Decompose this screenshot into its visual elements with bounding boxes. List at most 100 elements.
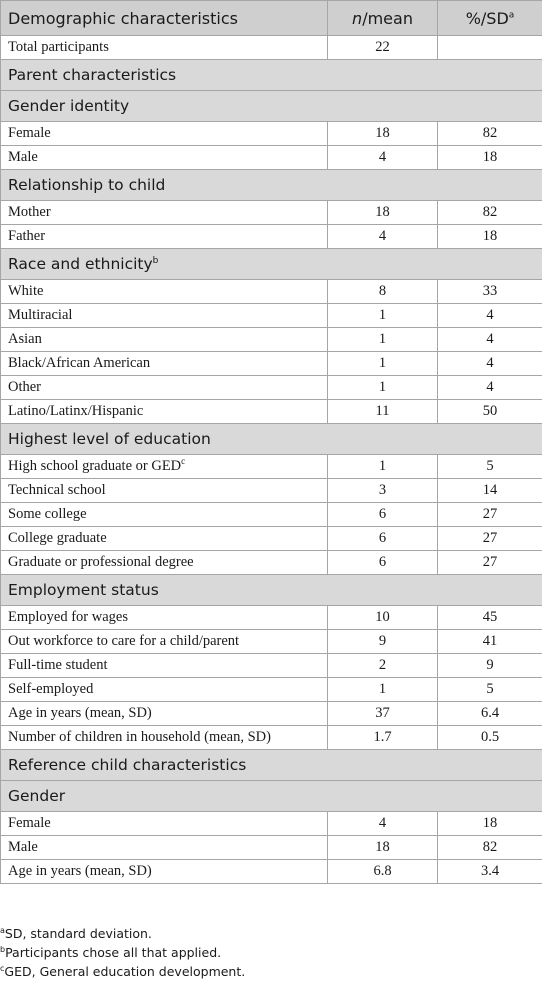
section-header-row: Race and ethnicityb [0,248,542,280]
section-header-row: Relationship to child [0,169,542,201]
row-n-mean: 2 [327,653,438,678]
row-label: Father [0,224,328,249]
table-row: High school graduate or GEDc 1 5 [0,454,542,479]
table-header-row: Demographic characteristics n/mean %/SDa [0,0,542,36]
table-footnotes: aSD, standard deviation. bParticipants ch… [0,924,542,981]
row-pct-sd: 27 [437,502,542,527]
table-row: Female 18 82 [0,121,542,146]
table-row: White 8 33 [0,279,542,304]
row-pct-sd: 18 [437,145,542,170]
table-row: Age in years (mean, SD) 6.8 3.4 [0,859,542,884]
table-row: Asian 1 4 [0,327,542,352]
row-n-mean: 1 [327,375,438,400]
table-row: Father 4 18 [0,224,542,249]
table-row: Multiracial 1 4 [0,303,542,328]
row-pct-sd: 5 [437,677,542,702]
table-row: Self-employed 1 5 [0,677,542,702]
section-header-row: Gender [0,780,542,812]
table-row: Male 18 82 [0,835,542,860]
row-pct-sd: 50 [437,399,542,424]
row-n-mean: 6 [327,526,438,551]
footnote: aSD, standard deviation. [0,925,152,941]
row-pct-sd: 82 [437,121,542,146]
row-n-mean: 11 [327,399,438,424]
section-label: Reference child characteristics [0,749,542,781]
table-row: Total participants 22 [0,35,542,60]
row-label: College graduate [0,526,328,551]
row-n-mean: 6.8 [327,859,438,884]
section-label: Race and ethnicityb [0,248,542,280]
table-row: Female 4 18 [0,811,542,836]
row-n-mean: 6 [327,502,438,527]
row-n-mean: 1 [327,303,438,328]
row-label: Some college [0,502,328,527]
row-n-mean: 6 [327,550,438,575]
row-pct-sd: 5 [437,454,542,479]
row-label: Number of children in household (mean, S… [0,725,328,750]
table-row: Employed for wages 10 45 [0,605,542,630]
row-pct-sd: 82 [437,200,542,225]
row-n-mean: 4 [327,224,438,249]
row-label: Age in years (mean, SD) [0,859,328,884]
row-pct-sd: 3.4 [437,859,542,884]
row-pct-sd: 9 [437,653,542,678]
row-label: Male [0,145,328,170]
row-label: Full-time student [0,653,328,678]
row-label: Mother [0,200,328,225]
row-pct-sd: 27 [437,526,542,551]
table-row: Full-time student 2 9 [0,653,542,678]
row-label: Self-employed [0,677,328,702]
demographics-table: Demographic characteristics n/mean %/SDa… [0,0,542,884]
row-label: Black/African American [0,351,328,376]
section-label: Gender identity [0,90,542,122]
row-n-mean: 9 [327,629,438,654]
footnote: bParticipants chose all that applied. [0,944,222,960]
row-label: Total participants [0,35,328,60]
row-label: White [0,279,328,304]
row-n-mean: 1.7 [327,725,438,750]
table-row: Latino/Latinx/Hispanic 11 50 [0,399,542,424]
table-row: Mother 18 82 [0,200,542,225]
section-label: Employment status [0,574,542,606]
row-n-mean: 4 [327,145,438,170]
row-label: Out workforce to care for a child/parent [0,629,328,654]
row-pct-sd: 18 [437,811,542,836]
table-row: Black/African American 1 4 [0,351,542,376]
row-n-mean: 1 [327,351,438,376]
table-row: College graduate 6 27 [0,526,542,551]
section-header-row: Parent characteristics [0,59,542,91]
section-header-row: Employment status [0,574,542,606]
table-row: Out workforce to care for a child/parent… [0,629,542,654]
row-pct-sd: 4 [437,375,542,400]
row-label: Multiracial [0,303,328,328]
row-label: Graduate or professional degree [0,550,328,575]
row-n-mean: 4 [327,811,438,836]
row-label: Female [0,121,328,146]
row-n-mean: 8 [327,279,438,304]
row-pct-sd: 14 [437,478,542,503]
row-n-mean: 37 [327,701,438,726]
row-n-mean: 18 [327,200,438,225]
row-pct-sd: 4 [437,327,542,352]
row-n-mean: 1 [327,454,438,479]
section-label: Gender [0,780,542,812]
table-row: Graduate or professional degree 6 27 [0,550,542,575]
header-n-mean: n/mean [327,0,438,36]
table-row: Male 4 18 [0,145,542,170]
row-pct-sd [437,35,542,60]
row-label: Technical school [0,478,328,503]
row-label: Other [0,375,328,400]
row-label: Employed for wages [0,605,328,630]
row-pct-sd: 4 [437,303,542,328]
row-label: Male [0,835,328,860]
section-header-row: Gender identity [0,90,542,122]
section-label: Highest level of education [0,423,542,455]
row-label: Age in years (mean, SD) [0,701,328,726]
section-label: Parent characteristics [0,59,542,91]
row-n-mean: 1 [327,677,438,702]
row-pct-sd: 18 [437,224,542,249]
table-row: Other 1 4 [0,375,542,400]
row-pct-sd: 45 [437,605,542,630]
row-label: High school graduate or GEDc [0,454,328,479]
section-label: Relationship to child [0,169,542,201]
